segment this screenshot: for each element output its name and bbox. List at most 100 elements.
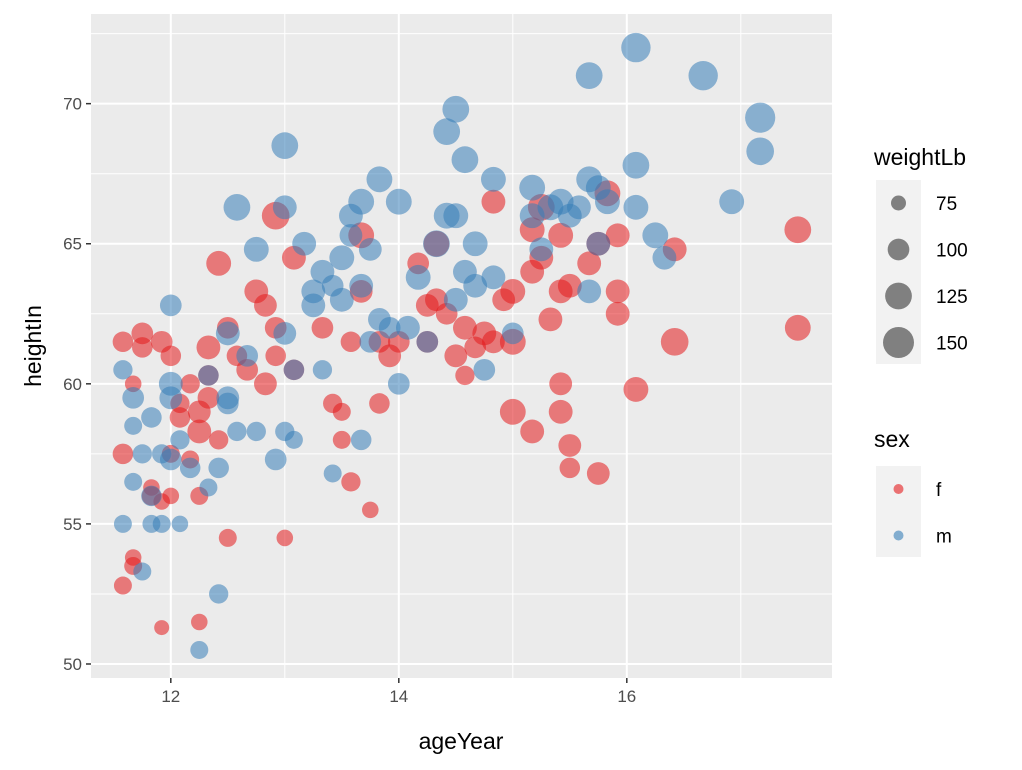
data-point-f: [784, 314, 811, 341]
data-point-f: [209, 430, 229, 450]
data-point-m: [577, 279, 602, 304]
data-point-f: [605, 301, 630, 326]
data-point-f: [605, 279, 630, 304]
data-point-m: [378, 316, 401, 339]
data-point-m: [621, 32, 651, 63]
y-tick-label: 65: [63, 235, 82, 254]
data-point-m: [312, 360, 333, 380]
data-point-m: [236, 344, 259, 367]
data-point-m: [385, 188, 412, 215]
data-point-f: [132, 337, 153, 358]
color-legend-label: f: [936, 480, 942, 501]
data-point-m: [462, 231, 488, 257]
series-m: [113, 32, 776, 659]
data-point-f: [154, 620, 170, 636]
data-point-m: [366, 166, 393, 193]
size-legend-key: [885, 282, 912, 310]
data-point-m: [359, 330, 382, 353]
data-point-f: [499, 398, 526, 425]
y-tick-label: 70: [63, 95, 82, 114]
data-point-m: [566, 195, 591, 220]
data-point-m: [463, 273, 488, 298]
size-legend-title: weightLb: [873, 144, 966, 170]
data-point-m: [215, 321, 240, 346]
data-point-m: [113, 360, 133, 380]
data-point-m: [745, 102, 776, 133]
data-point-m: [124, 416, 143, 435]
data-point-m: [586, 231, 611, 256]
data-point-f: [548, 222, 574, 248]
x-axis-title: ageYear: [419, 728, 504, 754]
data-point-f: [206, 250, 232, 276]
data-point-m: [481, 265, 506, 290]
data-point-m: [433, 118, 461, 146]
data-point-m: [358, 237, 382, 261]
data-point-m: [209, 584, 229, 604]
data-point-m: [223, 193, 251, 221]
data-point-f: [254, 372, 277, 396]
data-point-m: [301, 293, 326, 318]
color-legend-title: sex: [874, 426, 910, 452]
size-legend-label: 100: [936, 241, 968, 262]
data-point-m: [423, 230, 450, 258]
data-point-m: [216, 386, 240, 410]
data-point-f: [311, 316, 334, 339]
data-point-m: [198, 365, 219, 386]
data-points: [112, 32, 812, 659]
data-point-m: [501, 322, 524, 345]
data-point-m: [284, 430, 303, 449]
data-point-f: [482, 330, 505, 354]
data-point-m: [529, 237, 554, 262]
data-point-m: [719, 189, 745, 215]
data-point-f: [191, 613, 208, 631]
data-point-f: [341, 472, 361, 492]
data-point-m: [171, 515, 189, 533]
data-point-f: [369, 393, 390, 414]
data-point-f: [276, 529, 294, 547]
size-legend-key: [887, 238, 910, 261]
data-point-m: [339, 223, 363, 247]
data-point-m: [622, 151, 650, 179]
data-point-f: [197, 386, 220, 409]
data-point-m: [519, 174, 546, 201]
data-point-m: [141, 485, 162, 507]
data-point-f: [180, 374, 200, 394]
data-point-m: [323, 464, 342, 483]
data-point-m: [350, 429, 372, 451]
data-point-m: [623, 194, 649, 220]
data-point-m: [170, 430, 190, 450]
data-point-f: [784, 216, 812, 244]
data-point-f: [169, 407, 191, 428]
color-legend-key: [893, 530, 904, 541]
data-point-m: [451, 146, 479, 174]
data-point-m: [473, 358, 496, 381]
data-point-m: [159, 294, 182, 317]
data-point-f: [538, 307, 563, 332]
data-point-f: [559, 457, 581, 479]
data-point-m: [688, 60, 718, 91]
y-tick-label: 50: [63, 655, 82, 674]
data-point-m: [132, 444, 152, 464]
data-point-f: [455, 365, 475, 386]
data-point-f: [557, 273, 582, 298]
data-point-f: [265, 345, 286, 367]
data-point-f: [160, 345, 182, 367]
data-point-m: [246, 421, 266, 442]
data-point-f: [452, 315, 477, 340]
data-point-m: [152, 514, 171, 533]
data-point-f: [196, 335, 221, 360]
size-legend-key: [891, 195, 906, 211]
x-tick-label: 12: [161, 687, 180, 706]
size-legend-label: 150: [936, 334, 968, 355]
data-point-f: [481, 189, 506, 214]
data-point-f: [520, 419, 545, 444]
data-point-m: [395, 315, 420, 340]
data-point-f: [586, 462, 610, 485]
y-tick-label: 55: [63, 515, 82, 534]
data-point-f: [218, 528, 237, 547]
data-point-f: [548, 399, 573, 424]
color-legend-label: m: [936, 527, 952, 548]
data-point-m: [159, 448, 182, 471]
data-point-f: [362, 501, 379, 519]
